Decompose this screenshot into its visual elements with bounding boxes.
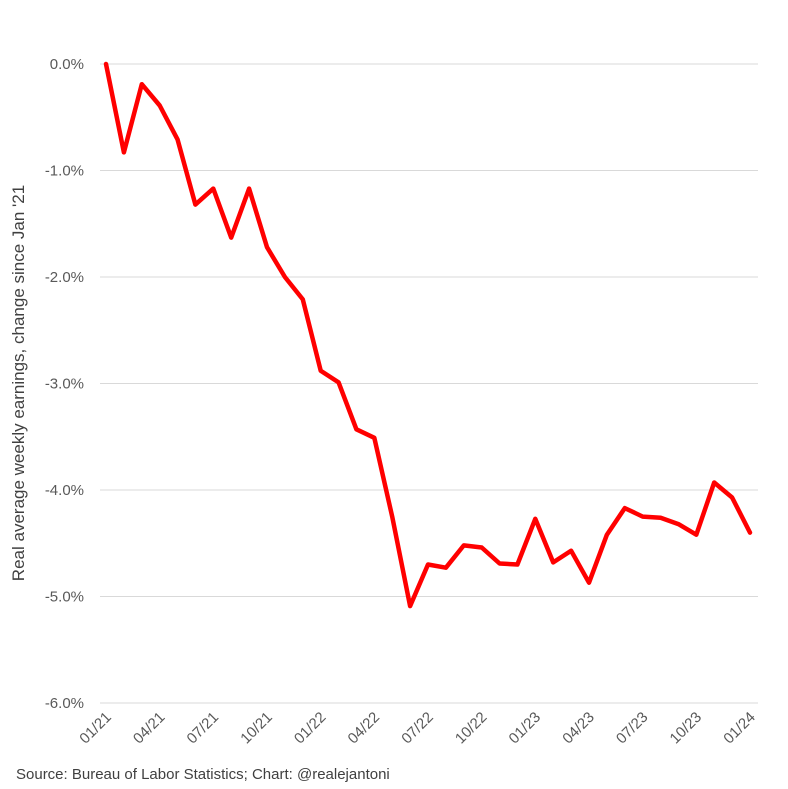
data-point [140,82,144,86]
data-point [211,187,215,191]
x-tick-label: 04/22 [345,709,384,748]
data-point [748,531,752,535]
data-point [694,533,698,537]
x-tick-label: 10/23 [667,709,706,748]
data-point [659,516,663,520]
data-point [641,515,645,519]
x-tick-label: 07/22 [398,709,437,748]
data-point [372,436,376,440]
y-tick-label: -2.0% [45,269,84,286]
data-point [158,104,162,108]
x-tick-label: 07/23 [613,709,652,748]
y-tick-label: -4.0% [45,482,84,499]
y-axis-ticks: 0.0% -1.0% -2.0% -3.0% -4.0% -5.0% -6.0% [45,56,84,712]
data-point [408,604,412,608]
x-axis-ticks: 01/21 04/21 07/21 10/21 01/22 04/22 07/22 10/22… [76,709,759,748]
data-point [176,138,180,142]
data-point [623,506,627,510]
data-point [712,481,716,485]
data-point [104,62,108,66]
data-point [283,275,287,279]
data-point [605,533,609,537]
x-tick-label: 01/21 [76,709,115,748]
data-point [676,522,680,526]
x-tick-label: 10/21 [237,709,276,748]
x-tick-label: 10/22 [452,709,491,748]
data-point [462,543,466,547]
y-axis-label: Real average weekly earnings, change sin… [9,185,28,581]
data-point [247,187,251,191]
x-tick-label: 01/23 [506,709,545,748]
x-tick-label: 07/21 [184,709,223,748]
data-point [390,515,394,519]
series-line [103,61,753,609]
data-point [587,581,591,585]
data-point [337,380,341,384]
data-point [265,245,269,249]
series-group [103,61,753,609]
data-point [515,563,519,567]
x-tick-label: 04/21 [130,709,169,748]
data-point [301,297,305,301]
y-tick-label: -1.0% [45,163,84,180]
source-note: Source: Bureau of Labor Statistics; Char… [16,766,390,783]
data-point [354,427,358,431]
x-tick-label: 04/23 [559,709,598,748]
data-point [730,495,734,499]
data-point [444,566,448,570]
y-tick-label: -3.0% [45,376,84,393]
y-tick-label: -5.0% [45,589,84,606]
data-point [569,549,573,553]
data-point [193,203,197,207]
gridlines [100,63,758,704]
data-point [122,150,126,154]
data-point [533,517,537,521]
x-tick-label: 01/24 [720,709,759,748]
x-tick-label: 01/22 [291,709,330,748]
data-point [426,563,430,567]
data-point [319,369,323,373]
data-point [480,546,484,550]
data-point [229,236,233,240]
y-tick-label: 0.0% [50,56,84,73]
y-tick-label: -6.0% [45,695,84,712]
data-point [551,560,555,564]
data-point [498,561,502,565]
